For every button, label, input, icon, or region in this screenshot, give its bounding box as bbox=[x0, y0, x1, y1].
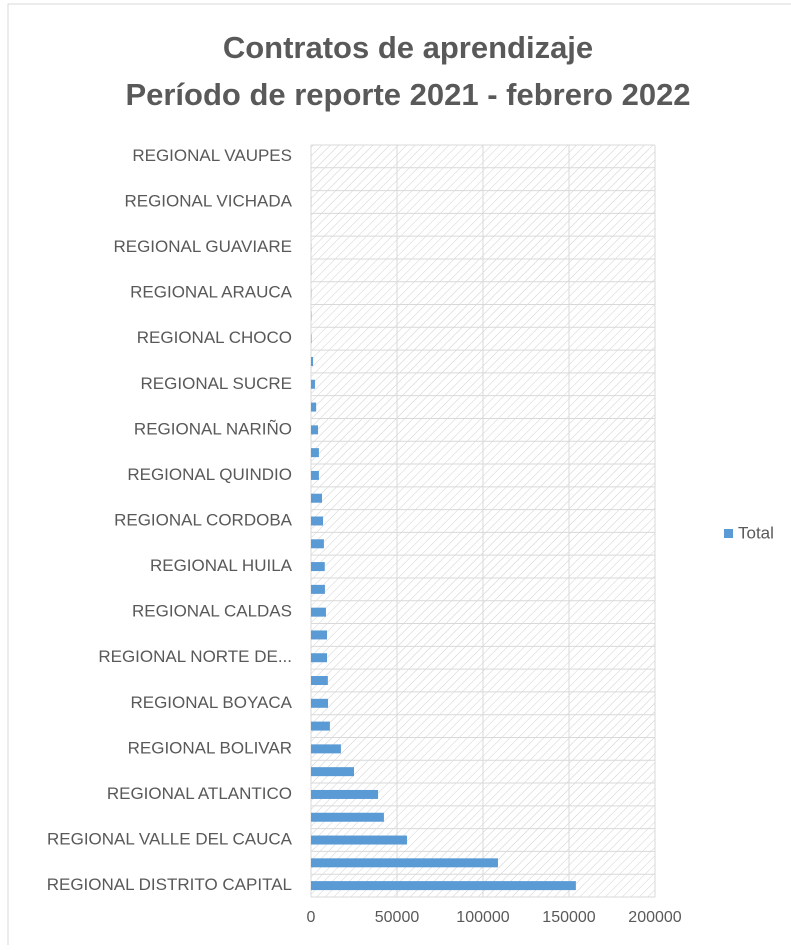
x-tick-label: 100000 bbox=[456, 909, 509, 926]
bar bbox=[311, 425, 318, 434]
x-tick-label: 200000 bbox=[628, 909, 681, 926]
y-tick-label: REGIONAL CORDOBA bbox=[114, 510, 293, 529]
bar bbox=[311, 676, 328, 685]
bar bbox=[311, 790, 378, 799]
y-tick-label: REGIONAL VALLE DEL CAUCA bbox=[47, 830, 293, 849]
bar bbox=[311, 562, 325, 571]
y-tick-label: REGIONAL ATLANTICO bbox=[107, 784, 292, 803]
y-tick-label: REGIONAL BOLIVAR bbox=[128, 738, 292, 757]
chart-subtitle: Período de reporte 2021 - febrero 2022 bbox=[125, 77, 690, 112]
chart-title: Contratos de aprendizaje bbox=[223, 30, 593, 65]
bar bbox=[311, 471, 319, 480]
x-tick-label: 50000 bbox=[375, 909, 420, 926]
bar bbox=[311, 722, 330, 731]
bar bbox=[311, 699, 328, 708]
bar bbox=[311, 357, 313, 366]
bar bbox=[311, 813, 384, 822]
y-tick-label: REGIONAL GUAVIARE bbox=[113, 237, 292, 256]
bar bbox=[311, 608, 326, 617]
x-tick-label: 0 bbox=[307, 909, 316, 926]
legend-swatch bbox=[724, 529, 733, 538]
bar bbox=[311, 334, 312, 343]
legend-label: Total bbox=[738, 523, 774, 542]
y-tick-label: REGIONAL VICHADA bbox=[124, 191, 292, 210]
bar bbox=[311, 539, 324, 548]
y-tick-label: REGIONAL ARAUCA bbox=[130, 283, 293, 302]
y-tick-label: REGIONAL CHOCO bbox=[137, 328, 292, 347]
bar bbox=[311, 881, 576, 890]
y-tick-label: REGIONAL NORTE DE... bbox=[98, 647, 292, 666]
bar bbox=[311, 744, 341, 753]
bar bbox=[311, 494, 322, 503]
bar bbox=[311, 380, 315, 389]
y-tick-label: REGIONAL HUILA bbox=[150, 556, 293, 575]
x-tick-label: 150000 bbox=[542, 909, 595, 926]
y-tick-label: REGIONAL BOYACA bbox=[130, 693, 292, 712]
bar bbox=[311, 767, 354, 776]
bar bbox=[311, 653, 327, 662]
y-tick-label: REGIONAL VAUPES bbox=[132, 146, 292, 165]
bar bbox=[311, 836, 407, 845]
bar bbox=[311, 448, 319, 457]
bar bbox=[311, 403, 316, 412]
y-tick-label: REGIONAL NARIÑO bbox=[134, 419, 292, 438]
bar bbox=[311, 517, 323, 526]
y-tick-label: REGIONAL QUINDIO bbox=[127, 465, 292, 484]
y-tick-label: REGIONAL CALDAS bbox=[132, 602, 292, 621]
bar bbox=[311, 585, 325, 594]
bar bbox=[311, 858, 498, 867]
bar bbox=[311, 630, 327, 639]
y-tick-label: REGIONAL SUCRE bbox=[141, 374, 292, 393]
y-tick-label: REGIONAL DISTRITO CAPITAL bbox=[47, 875, 292, 894]
